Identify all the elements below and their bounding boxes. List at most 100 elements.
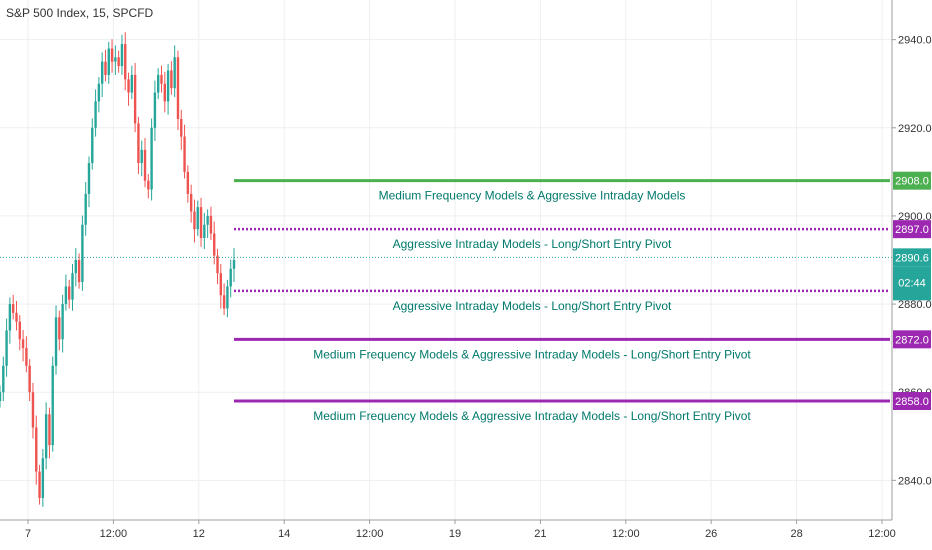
candle-body-29: [94, 101, 97, 128]
price-axis-badges: 2908.02897.02883.02872.02858.02890.602:4…: [893, 171, 931, 411]
time-tick-label-7: 12:00: [612, 528, 640, 540]
candle-body-64: [209, 215, 213, 234]
time-tick-label-10: 12:00: [868, 528, 896, 540]
candle-body-41: [133, 74, 137, 124]
candle-body-4: [11, 304, 15, 313]
candle-body-10: [31, 392, 35, 428]
candle-body-26: [84, 193, 87, 225]
price-tick-label-0: 2840.0: [898, 475, 932, 487]
candle-body-67: [219, 273, 223, 296]
level-badge-0: [893, 171, 931, 190]
candle-body-15: [48, 414, 51, 446]
level-badge-1: [893, 220, 931, 239]
candle-body-25: [81, 224, 84, 283]
candle-body-68: [222, 295, 226, 309]
candle-body-57: [186, 171, 190, 194]
level-badge-3: [893, 330, 931, 349]
candle-body-51: [166, 70, 170, 102]
candle-body-23: [74, 260, 78, 274]
candle-body-9: [28, 365, 31, 393]
candle-body-58: [189, 193, 193, 212]
candle-body-11: [35, 427, 38, 472]
candle-body-36: [117, 57, 120, 67]
candle-body-42: [137, 123, 140, 164]
candle-body-48: [156, 74, 160, 93]
candle-body-12: [38, 471, 41, 498]
candle-body-54: [176, 57, 180, 119]
countdown-badge: [893, 266, 931, 301]
candle-body-71: [232, 260, 236, 269]
candle-body-47: [153, 92, 157, 128]
level-badge-label-4: 2858.0: [895, 396, 929, 408]
candle-body-37: [120, 44, 124, 67]
candle-body-14: [44, 414, 48, 459]
candle-body-18: [58, 317, 61, 340]
candle-body-19: [61, 304, 64, 340]
price-tick-label-2: 2880.0: [898, 299, 932, 311]
candle-body-20: [64, 286, 68, 305]
candle-body-66: [216, 255, 219, 274]
candle-body-70: [229, 268, 232, 287]
time-tick-label-1: 12:00: [100, 528, 128, 540]
grid-lines: [0, 0, 892, 520]
price-tick-label-4: 2920.0: [898, 123, 932, 135]
level-text-4: Medium Frequency Models & Aggressive Int…: [313, 409, 751, 423]
level-text-3: Medium Frequency Models & Aggressive Int…: [313, 347, 751, 361]
level-badge-label-0: 2908.0: [895, 176, 929, 188]
candlesticks: [0, 32, 236, 507]
candle-body-5: [15, 312, 18, 322]
candle-body-24: [77, 260, 81, 283]
level-text-1: Aggressive Intraday Models - Long/Short …: [393, 237, 672, 251]
time-tick-label-2: 12: [193, 528, 205, 540]
time-axis-ticks: 7 12:00 12 14 12:00 19 21 12:00 26 28 12:00: [25, 520, 896, 540]
candle-body-63: [206, 215, 209, 225]
candle-body-53: [173, 57, 176, 89]
candle-body-49: [160, 74, 163, 84]
candle-body-17: [54, 317, 58, 366]
candle-body-1: [2, 365, 5, 393]
candle-body-16: [51, 365, 54, 446]
candle-body-38: [124, 44, 127, 80]
level-badge-label-3: 2872.0: [895, 334, 929, 346]
candle-body-34: [110, 48, 114, 62]
candle-body-30: [97, 83, 101, 102]
candle-body-56: [183, 136, 186, 172]
candle-body-6: [18, 321, 21, 340]
candle-body-33: [107, 48, 110, 75]
candle-body-32: [104, 61, 107, 75]
candle-body-31: [100, 61, 104, 84]
candle-body-22: [71, 273, 74, 300]
time-tick-label-3: 14: [278, 528, 290, 540]
candle-body-52: [170, 70, 173, 89]
candle-body-55: [180, 118, 183, 137]
candle-body-7: [21, 339, 25, 349]
candle-body-46: [150, 127, 153, 190]
candle-body-62: [203, 224, 206, 238]
level-text-0: Medium Frequency Models & Aggressive Int…: [379, 189, 686, 203]
candle-body-13: [41, 458, 45, 498]
time-tick-label-5: 19: [449, 528, 461, 540]
candle-body-27: [87, 163, 91, 194]
candle-body-43: [140, 149, 143, 164]
time-tick-label-0: 7: [25, 528, 31, 540]
candle-body-40: [130, 74, 134, 93]
time-tick-label-6: 21: [534, 528, 546, 540]
candle-body-50: [163, 83, 166, 102]
candle-body-61: [199, 207, 203, 238]
candle-body-69: [226, 286, 229, 309]
current-price-label: 2890.6: [895, 252, 929, 264]
candle-body-2: [5, 330, 8, 366]
candle-body-44: [143, 149, 147, 181]
candle-body-39: [127, 79, 130, 93]
candle-body-60: [196, 207, 199, 230]
candle-body-3: [8, 304, 12, 331]
chart-title: S&P 500 Index, 15, SPCFD: [6, 6, 154, 20]
time-tick-label-9: 28: [790, 528, 802, 540]
price-tick-label-5: 2940.0: [898, 35, 932, 47]
time-axis-background[interactable]: [0, 520, 892, 550]
candle-body-65: [213, 233, 216, 256]
candle-body-35: [114, 57, 117, 62]
countdown-label: 02:44: [898, 277, 926, 289]
